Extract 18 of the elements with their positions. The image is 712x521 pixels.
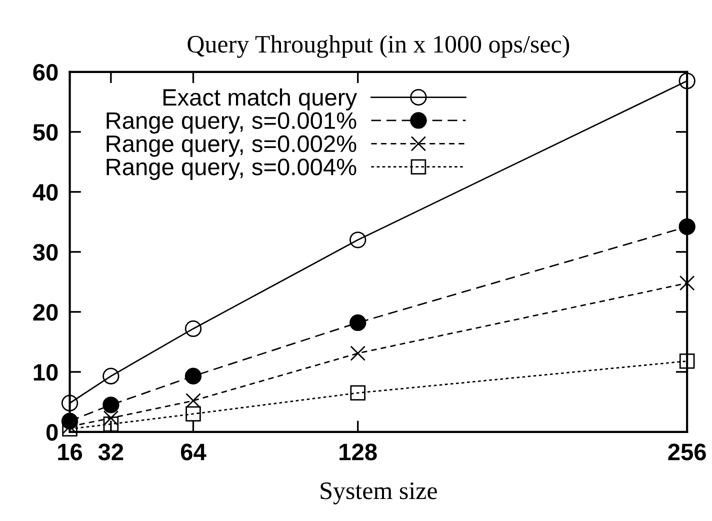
y-tick-label: 60	[33, 64, 58, 81]
y-tick-label: 50	[33, 124, 58, 141]
x-tick-label: 128	[340, 444, 377, 460]
x-tick-label: 256	[668, 444, 706, 460]
y-tick-label: 0	[46, 424, 58, 441]
x-axis-title: System size	[320, 482, 437, 504]
x-tick-label: 16	[58, 444, 82, 460]
y-tick-label: 40	[32, 184, 58, 201]
legend-label: Range query, s=0.002%	[106, 135, 356, 157]
y-tick-label: 20	[33, 304, 58, 321]
y-tick-label: 30	[32, 244, 58, 261]
x-tick-label: 64	[180, 444, 206, 460]
chart-title: Query Throughput (in x 1000 ops/sec)	[188, 35, 570, 58]
legend-label: Exact match query	[163, 88, 358, 110]
y-tick-label: 10	[34, 364, 58, 381]
legend-label: Range query, s=0.001%	[106, 112, 356, 134]
x-tick-label: 32	[98, 444, 124, 460]
legend-label: Range query, s=0.004%	[106, 158, 356, 180]
